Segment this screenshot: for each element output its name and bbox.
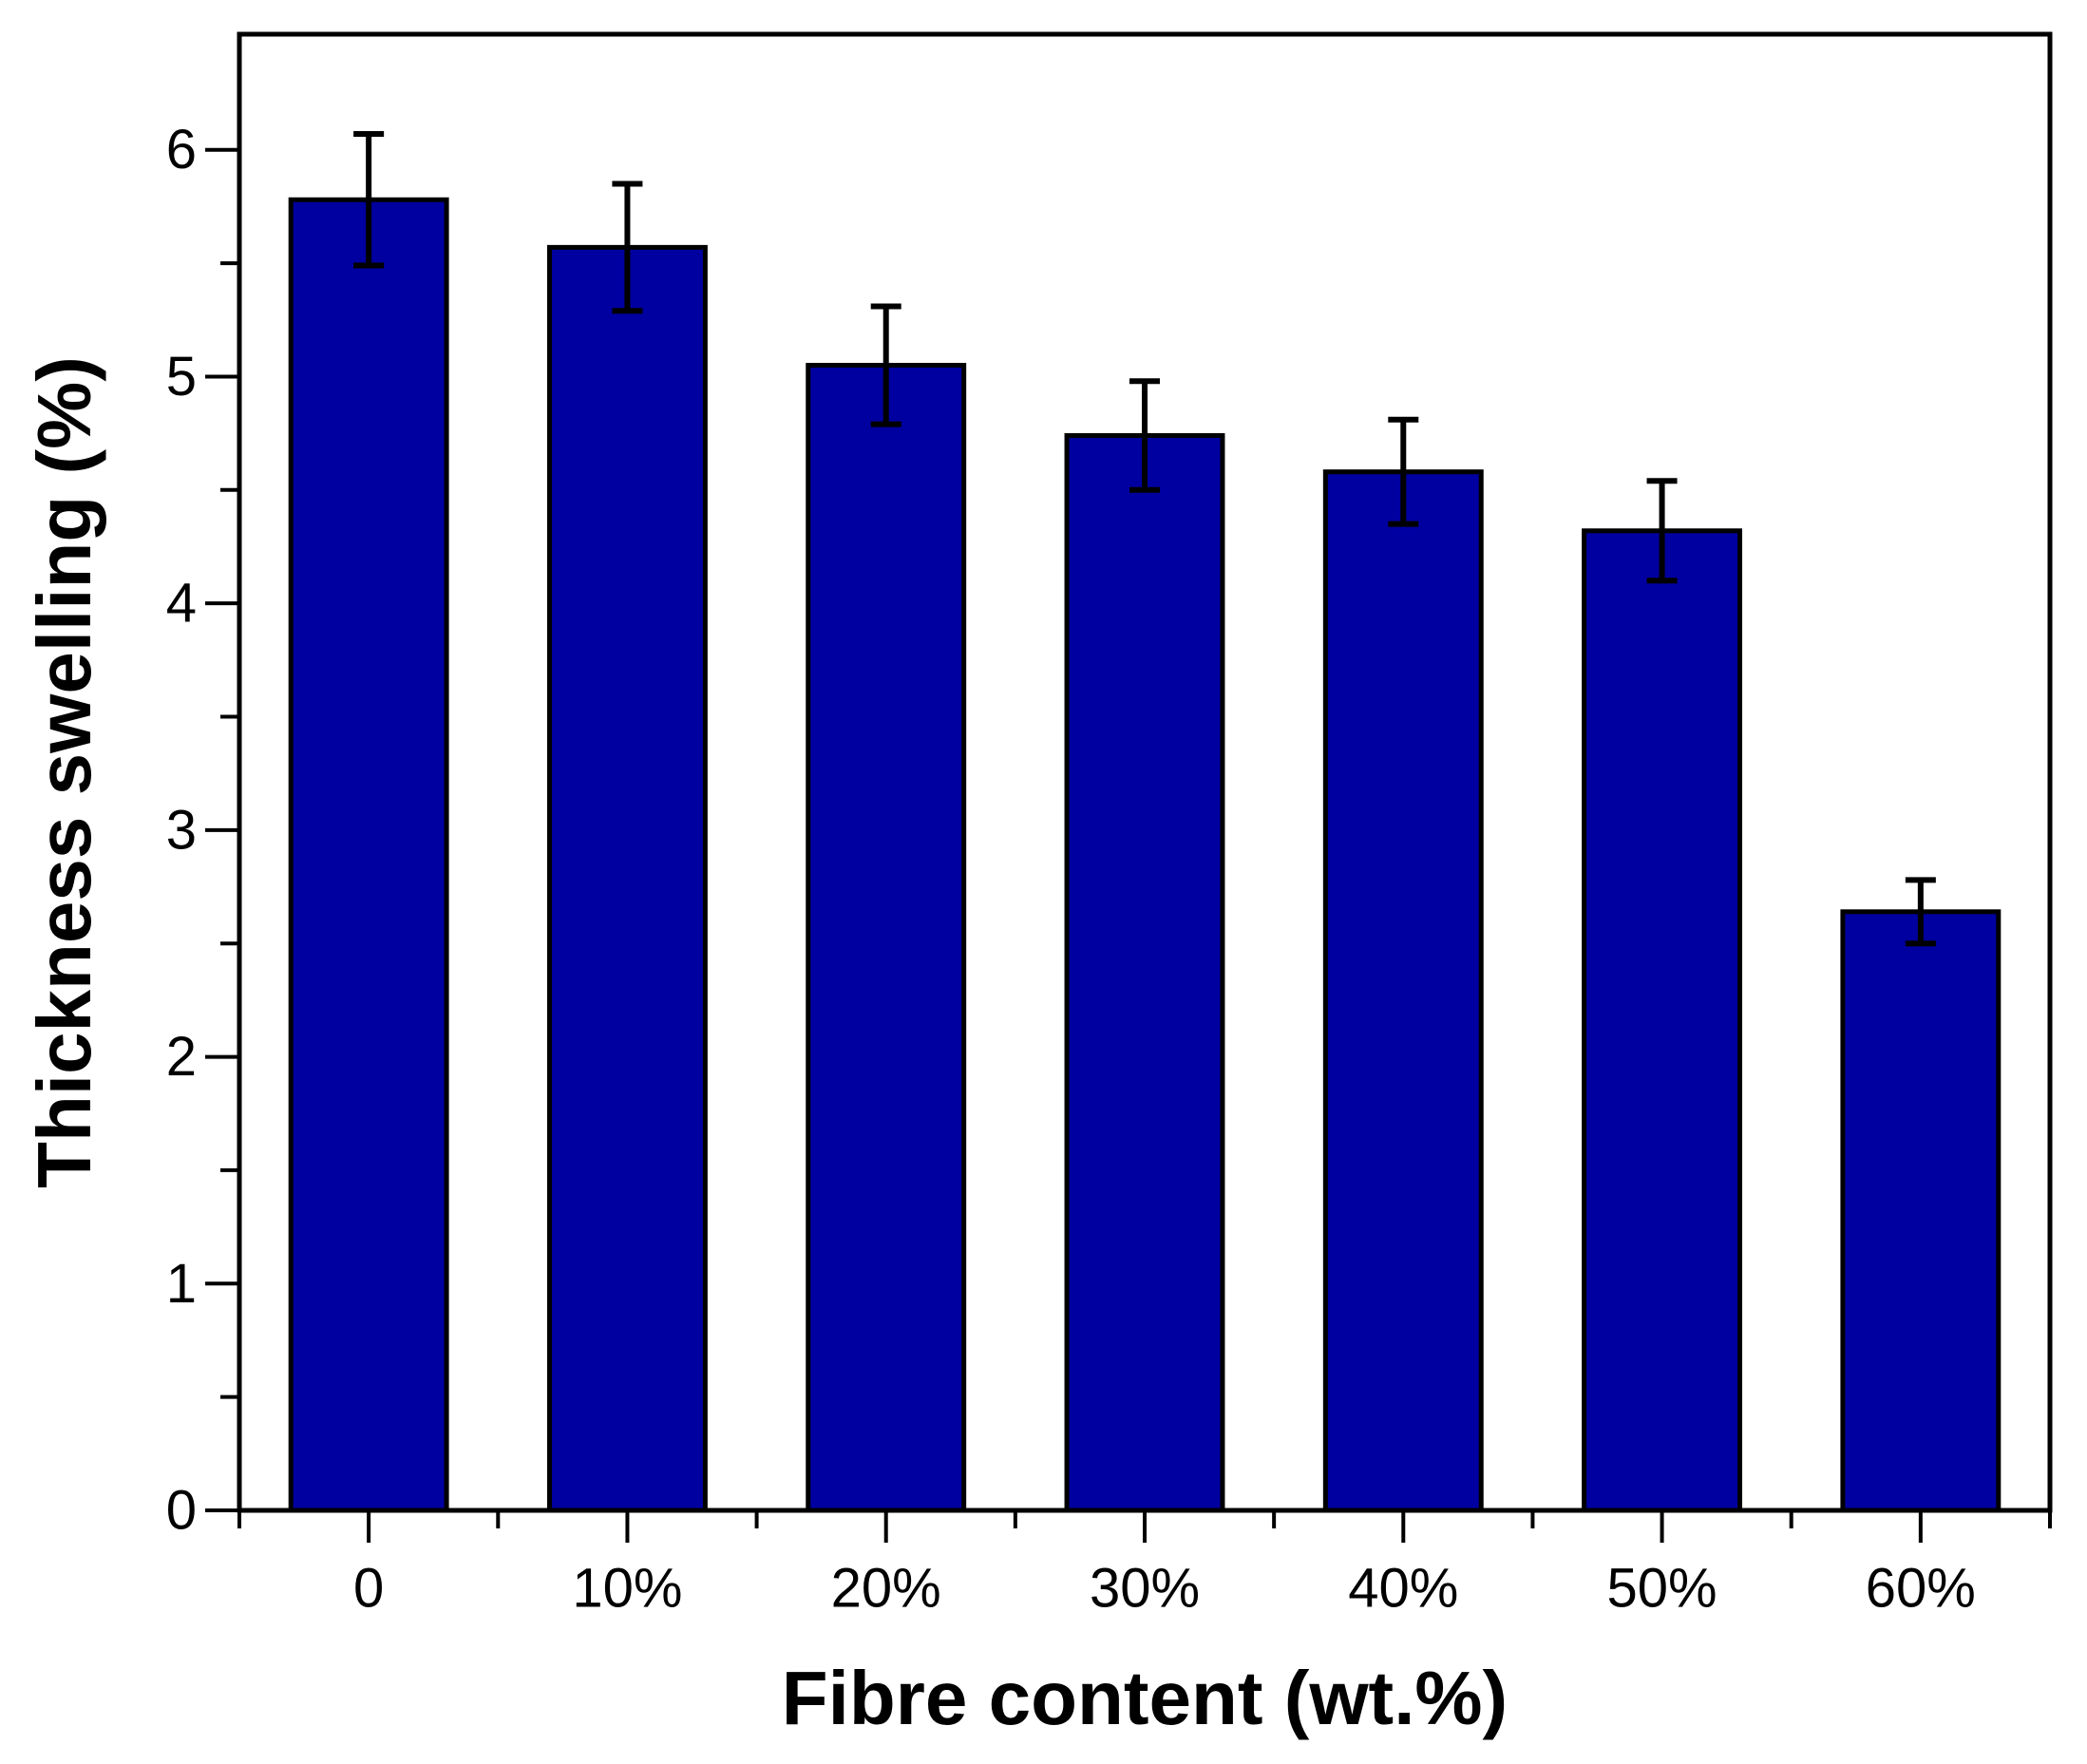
x-tick-label: 20%	[831, 1558, 941, 1620]
y-tick-label: 5	[166, 346, 197, 408]
y-tick-label: 3	[166, 799, 197, 861]
x-tick-label: 30%	[1090, 1558, 1200, 1620]
bar-20%	[806, 363, 967, 1513]
x-axis-ticks	[237, 1510, 2052, 1543]
error-bars-group	[353, 131, 1936, 947]
bar-10%	[546, 244, 708, 1513]
y-tick-label: 0	[166, 1480, 197, 1542]
bar-30%	[1064, 433, 1225, 1513]
y-tick-label: 4	[166, 573, 197, 635]
y-axis-tick-labels: 0 1 2 3 4 5 6	[166, 119, 197, 1541]
bar-60%	[1840, 909, 2002, 1513]
y-tick-label: 6	[166, 119, 197, 180]
bar-0	[288, 197, 449, 1513]
x-tick-label: 0	[353, 1558, 384, 1620]
y-axis-title: Thickness swelling (%)	[22, 356, 106, 1188]
bars-group	[288, 197, 2002, 1513]
x-axis-tick-labels: 0 10% 20% 30% 40% 50% 60%	[353, 1558, 1976, 1620]
x-axis-title: Fibre content (wt.%)	[782, 1656, 1508, 1740]
x-tick-label: 40%	[1348, 1558, 1458, 1620]
x-tick-label: 60%	[1866, 1558, 1976, 1620]
x-tick-label: 50%	[1607, 1558, 1717, 1620]
bar-40%	[1322, 469, 1484, 1513]
bar-50%	[1582, 528, 1743, 1513]
y-tick-label: 2	[166, 1026, 197, 1088]
y-axis-ticks	[205, 147, 239, 1512]
y-tick-label: 1	[166, 1253, 197, 1315]
plot-frame	[237, 31, 2053, 1513]
x-tick-label: 10%	[572, 1558, 682, 1620]
